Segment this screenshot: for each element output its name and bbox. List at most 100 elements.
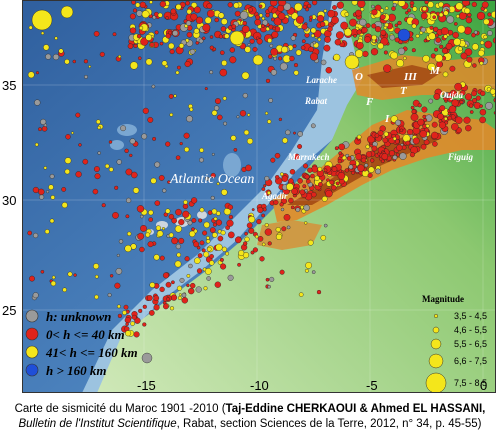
event-marker <box>206 3 213 9</box>
event-marker <box>204 87 208 91</box>
event-marker <box>216 182 220 186</box>
event-marker <box>359 18 367 27</box>
legend-intermediate-label: 41< h <= 160 km <box>45 345 138 360</box>
event-marker <box>327 9 336 18</box>
event-marker <box>218 12 225 19</box>
event-marker <box>300 45 306 50</box>
event-marker <box>58 48 64 54</box>
event-marker <box>325 189 333 198</box>
event-marker <box>374 26 382 33</box>
event-marker <box>465 124 472 132</box>
event-marker <box>212 232 218 238</box>
event-marker <box>129 138 136 145</box>
event-marker <box>329 179 335 185</box>
event-marker <box>202 23 211 32</box>
event-marker <box>221 189 228 196</box>
event-marker <box>217 114 223 121</box>
event-marker <box>75 171 82 178</box>
event-marker <box>71 131 74 135</box>
event-marker <box>446 15 455 24</box>
event-marker <box>367 135 375 144</box>
event-marker <box>397 28 411 42</box>
event-marker <box>131 171 138 179</box>
event-marker <box>132 187 140 194</box>
event-marker <box>399 152 407 160</box>
event-marker <box>112 212 119 219</box>
event-marker <box>479 116 486 124</box>
zone-m: M <box>429 65 441 77</box>
event-marker <box>389 34 396 41</box>
event-marker <box>136 10 143 17</box>
event-marker <box>448 105 457 113</box>
event-marker <box>46 190 50 194</box>
event-marker <box>405 11 409 15</box>
event-marker <box>173 94 177 98</box>
event-marker <box>209 254 214 259</box>
event-marker <box>311 191 317 198</box>
event-marker <box>469 110 474 114</box>
event-marker <box>256 218 262 225</box>
event-marker <box>125 214 130 219</box>
event-marker <box>199 157 204 163</box>
event-marker <box>124 317 131 324</box>
event-marker <box>227 204 234 210</box>
event-marker <box>64 59 70 65</box>
x-tick-minus-15: -15 <box>137 378 156 393</box>
event-marker <box>40 118 47 125</box>
event-marker <box>139 246 145 253</box>
event-marker <box>388 150 395 157</box>
event-marker <box>247 43 251 47</box>
event-marker <box>447 111 452 116</box>
event-marker <box>417 118 425 126</box>
event-marker <box>109 274 114 278</box>
event-marker <box>392 2 397 7</box>
event-marker <box>147 116 154 123</box>
event-marker <box>248 227 255 234</box>
event-marker <box>257 236 264 242</box>
event-marker <box>141 352 153 364</box>
event-marker <box>207 210 213 215</box>
event-marker <box>464 7 471 14</box>
event-marker <box>343 28 352 37</box>
event-marker <box>346 156 352 161</box>
event-marker <box>421 106 428 113</box>
event-marker <box>438 12 444 18</box>
event-marker <box>335 31 344 40</box>
event-marker <box>97 151 101 155</box>
event-marker <box>344 54 360 70</box>
event-marker <box>155 225 161 231</box>
event-marker <box>206 9 215 18</box>
event-marker <box>201 248 206 253</box>
event-marker <box>35 71 40 75</box>
event-marker <box>49 173 55 179</box>
event-marker <box>471 43 479 51</box>
event-marker <box>129 13 136 20</box>
y-tick-35: 35 <box>2 78 17 93</box>
event-marker <box>202 230 208 236</box>
event-marker <box>317 37 322 42</box>
event-marker <box>220 50 225 55</box>
event-marker <box>152 136 157 141</box>
event-marker <box>172 30 179 37</box>
event-marker <box>198 38 204 44</box>
event-marker <box>168 232 174 238</box>
event-marker <box>458 11 467 20</box>
event-marker <box>364 163 369 168</box>
event-marker <box>419 130 428 138</box>
event-marker <box>381 153 389 160</box>
event-marker <box>32 292 39 299</box>
event-marker <box>182 203 189 210</box>
event-marker <box>270 48 279 56</box>
event-marker <box>305 7 310 12</box>
event-marker <box>185 0 190 6</box>
event-marker <box>186 9 192 15</box>
event-marker <box>395 152 400 157</box>
event-marker <box>220 26 227 32</box>
event-marker <box>312 41 316 45</box>
event-marker <box>261 242 266 247</box>
event-marker <box>233 2 240 9</box>
event-marker <box>344 12 350 17</box>
event-marker <box>206 246 212 252</box>
event-marker <box>323 44 331 52</box>
event-marker <box>116 253 120 257</box>
